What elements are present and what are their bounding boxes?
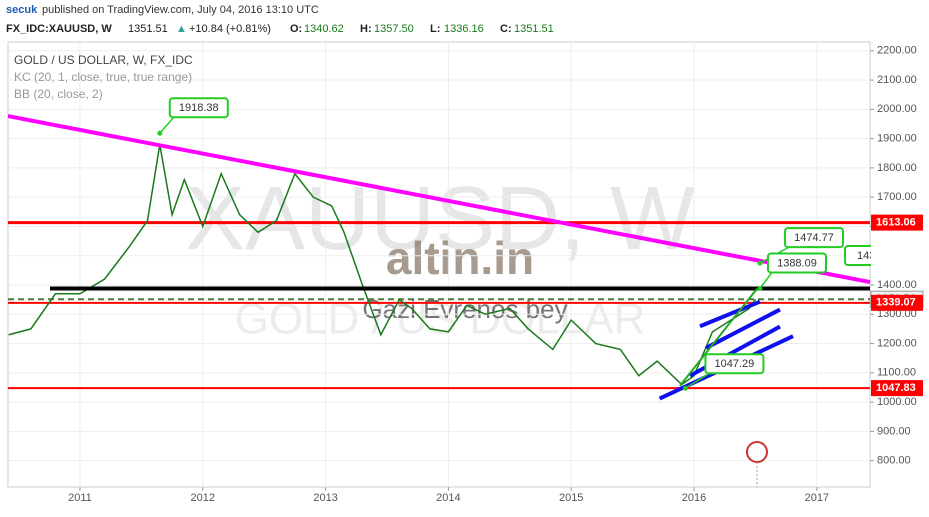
published: published on TradingView.com, July 04, 2… — [42, 4, 319, 16]
trend-line — [699, 299, 761, 329]
callout-label: 1388.09 — [777, 257, 817, 269]
axis-mask — [871, 240, 929, 270]
field-value: 1336.16 — [444, 23, 484, 35]
y-tick-label: 1000.00 — [877, 396, 917, 408]
callout-label: 1474.77 — [794, 232, 834, 244]
callout-anchor — [757, 285, 763, 291]
callout-label: 1918.38 — [179, 102, 219, 114]
callout-box — [704, 353, 765, 375]
x-tick-label: 2011 — [68, 492, 92, 504]
field-key: L: — [430, 23, 440, 35]
y-tick-label: 1100.00 — [877, 367, 916, 379]
callout-leader — [685, 372, 710, 389]
field-key: H: — [360, 23, 372, 35]
field-key: O: — [290, 23, 302, 35]
y-tick-label: 900.00 — [877, 425, 911, 437]
field-key: C: — [500, 23, 512, 35]
x-tick-label: 2013 — [313, 492, 337, 504]
callout-label: 143 — [857, 250, 875, 262]
y-tick-label: 1800.00 — [877, 162, 917, 174]
chart-title: GOLD / US DOLLAR, W, FX_IDC — [14, 53, 193, 67]
indicator: KC (20, 1, close, true, true range) — [14, 70, 192, 84]
arrow: ▲ — [176, 23, 187, 35]
field-value: 1351.51 — [514, 23, 554, 35]
price-label-box — [871, 214, 923, 231]
y-tick-label: 2200.00 — [877, 45, 917, 57]
x-tick-label: 2017 — [805, 492, 829, 504]
price-label: 1613.06 — [876, 217, 916, 229]
y-tick-label: 1700.00 — [877, 191, 917, 203]
y-tick-label: 2100.00 — [877, 74, 917, 86]
watermark: XAUUSD, W — [185, 169, 695, 269]
callout-anchor — [157, 130, 163, 136]
y-tick-label: 1300.00 — [877, 308, 917, 320]
field-value: 1357.50 — [374, 23, 414, 35]
callout-label: 1047.29 — [715, 358, 755, 370]
change: +10.84 (+0.81%) — [189, 23, 271, 35]
symbol: FX_IDC:XAUUSD, W — [6, 23, 112, 35]
y-tick-label: 1400.00 — [877, 279, 917, 291]
price-label-box — [871, 380, 923, 397]
last-price: 1351.51 — [128, 23, 168, 35]
y-tick-label: 1900.00 — [877, 133, 917, 145]
y-tick-label: 1200.00 — [877, 337, 917, 349]
price-label: 1339.07 — [876, 297, 916, 309]
x-tick-label: 2012 — [191, 492, 215, 504]
price-line — [8, 144, 757, 386]
callout-anchor — [757, 260, 763, 266]
callout-box — [766, 252, 827, 274]
header: secuk published on TradingView.com, July… — [6, 4, 319, 16]
trend-line — [7, 114, 871, 285]
callout-box — [783, 227, 844, 249]
indicator: BB (20, close, 2) — [14, 87, 103, 101]
event-icon — [746, 441, 768, 463]
callout-anchor — [682, 385, 688, 391]
x-tick-label: 2014 — [436, 492, 460, 504]
callout-leader — [159, 116, 175, 134]
watermark: altin.in — [386, 232, 534, 284]
trend-line — [679, 288, 758, 387]
callout-box — [168, 97, 229, 119]
field-value: 1340.62 — [304, 23, 344, 35]
price-label-box — [871, 294, 923, 311]
x-tick-label: 2016 — [682, 492, 706, 504]
price-label: 1047.83 — [876, 382, 916, 394]
y-tick-label: 2000.00 — [877, 103, 917, 115]
callout-leader — [759, 272, 773, 289]
user: secuk — [6, 4, 38, 16]
trend-line — [705, 307, 781, 350]
x-tick-label: 2015 — [559, 492, 583, 504]
y-tick-label: 800.00 — [877, 455, 911, 467]
